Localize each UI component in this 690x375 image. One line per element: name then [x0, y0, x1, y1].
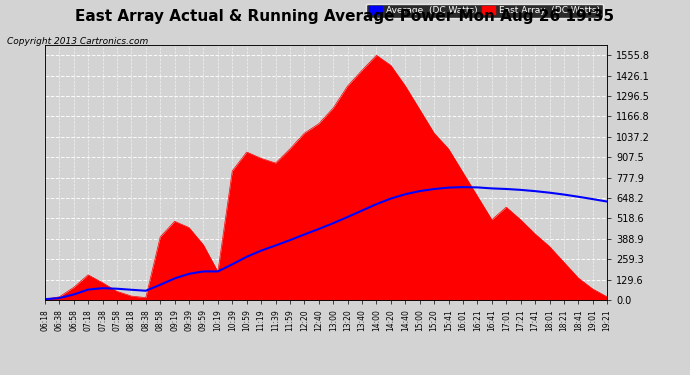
Text: East Array Actual & Running Average Power Mon Aug 26 19:35: East Array Actual & Running Average Powe…	[75, 9, 615, 24]
Legend: Average  (DC Watts), East Array  (DC Watts): Average (DC Watts), East Array (DC Watts…	[366, 4, 602, 18]
Text: Copyright 2013 Cartronics.com: Copyright 2013 Cartronics.com	[7, 38, 148, 46]
